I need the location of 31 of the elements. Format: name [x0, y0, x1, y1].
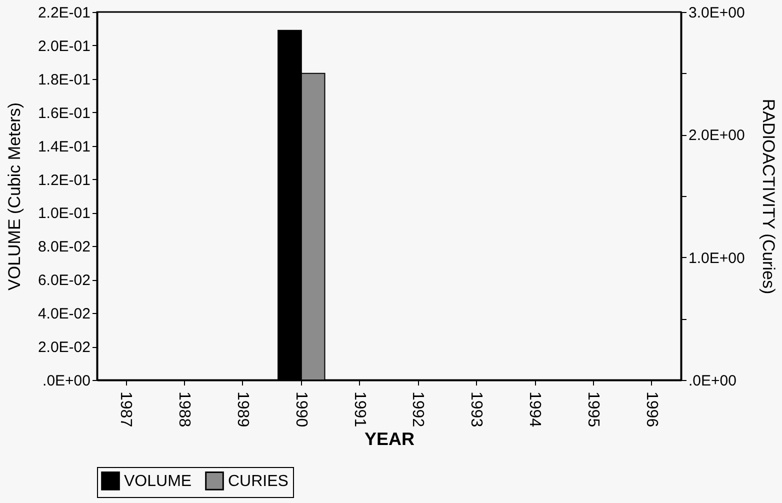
legend-label: VOLUME	[124, 472, 192, 490]
x-tick-label: 1995	[584, 392, 602, 428]
y-tick-label: 4.0E-02	[38, 306, 90, 323]
y-tick-label: 2.0E-01	[38, 38, 90, 55]
y-tick-label: .0E+00	[42, 372, 90, 390]
y2-axis-title: RADIOACTIVITY (Curies)	[758, 98, 778, 294]
y2-tick-label: .0E+00	[688, 372, 736, 390]
x-tick-label: 1993	[468, 392, 485, 428]
y-tick-label: 1.2E-01	[38, 172, 90, 189]
x-tick-label: 1988	[176, 392, 193, 428]
y2-tick-label: 3.0E+00	[688, 4, 745, 22]
legend-label: CURIES	[228, 472, 288, 490]
x-tick-label: 1987	[117, 392, 134, 428]
x-tick-label: 1994	[526, 392, 543, 428]
y-tick-label: 8.0E-02	[38, 238, 90, 256]
x-axis-title: YEAR	[364, 429, 415, 450]
y-tick-label: 6.0E-02	[38, 272, 90, 290]
y-tick-label: 1.8E-01	[38, 71, 90, 88]
x-tick-label: 1992	[409, 392, 426, 428]
y-tick-label: 2.2E-01	[38, 4, 90, 22]
y-tick-label: 2.0E-02	[38, 339, 90, 356]
y2-tick-label: 2.0E+00	[688, 127, 745, 144]
x-tick-label: 1996	[642, 392, 660, 428]
y-tick-label: 1.0E-01	[38, 205, 90, 222]
y-tick-label: 1.4E-01	[38, 138, 90, 156]
y-axis-title: VOLUME (Cubic Meters)	[4, 102, 24, 290]
x-tick-label: 1991	[350, 392, 368, 428]
y-tick-label: 1.6E-01	[38, 104, 90, 122]
x-tick-label: 1989	[234, 392, 251, 428]
x-tick-label: 1990	[292, 392, 310, 428]
y2-tick-label: 1.0E+00	[688, 250, 745, 267]
